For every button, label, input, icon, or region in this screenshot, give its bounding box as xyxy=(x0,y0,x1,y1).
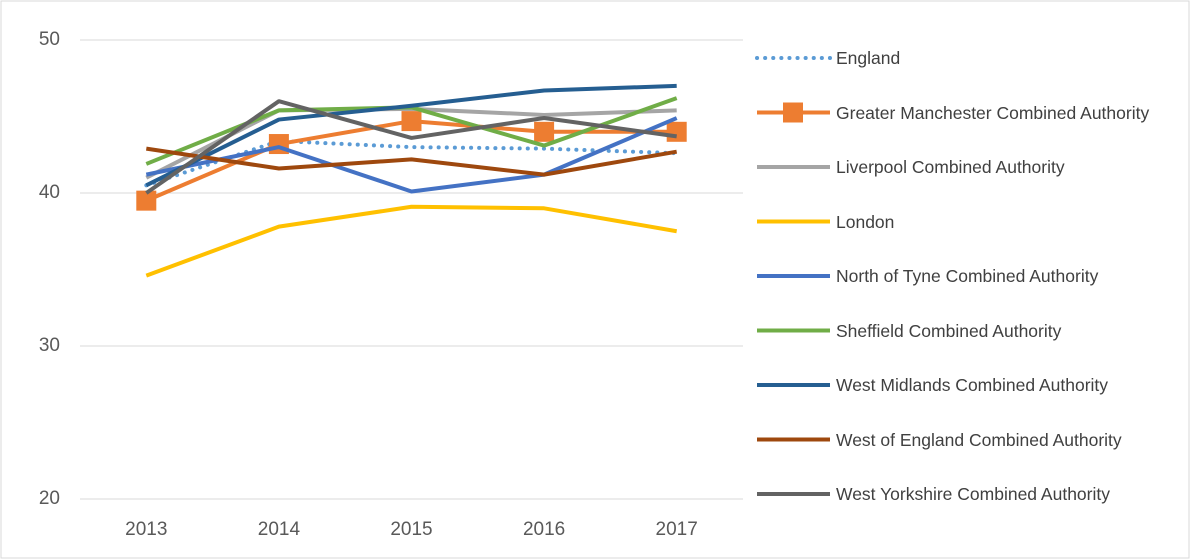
x-tick-label: 2013 xyxy=(125,519,167,540)
legend-label: North of Tyne Combined Authority xyxy=(836,266,1099,286)
y-tick-label: 20 xyxy=(39,488,60,509)
y-tick-label: 30 xyxy=(39,335,60,356)
series-line xyxy=(145,204,678,278)
x-tick-label: 2015 xyxy=(390,519,432,540)
legend-label: London xyxy=(836,211,895,232)
legend-label: West Midlands Combined Authority xyxy=(836,375,1109,395)
series-marker xyxy=(401,111,422,132)
series-marker xyxy=(136,190,157,211)
legend-label: West Yorkshire Combined Authority xyxy=(836,484,1110,504)
y-tick-label: 40 xyxy=(39,182,60,203)
legend-label: England xyxy=(836,48,901,68)
series-marker xyxy=(534,121,555,142)
series-line xyxy=(145,99,677,195)
x-tick-label: 2016 xyxy=(523,519,565,540)
legend-label: West of England Combined Authority xyxy=(836,429,1122,450)
legend-marker xyxy=(783,102,803,123)
series-line xyxy=(146,146,678,177)
x-tick-label: 2014 xyxy=(258,519,301,540)
legend-label: Liverpool Combined Authority xyxy=(836,157,1065,177)
legend-label: Sheffield Combined Authority xyxy=(836,320,1062,341)
legend-label: Greater Manchester Combined Authority xyxy=(836,102,1150,123)
series-marker xyxy=(666,121,687,142)
series-line xyxy=(145,83,677,188)
y-tick-label: 50 xyxy=(39,29,60,50)
x-tick-label: 2017 xyxy=(656,519,698,540)
series-line xyxy=(145,116,678,194)
